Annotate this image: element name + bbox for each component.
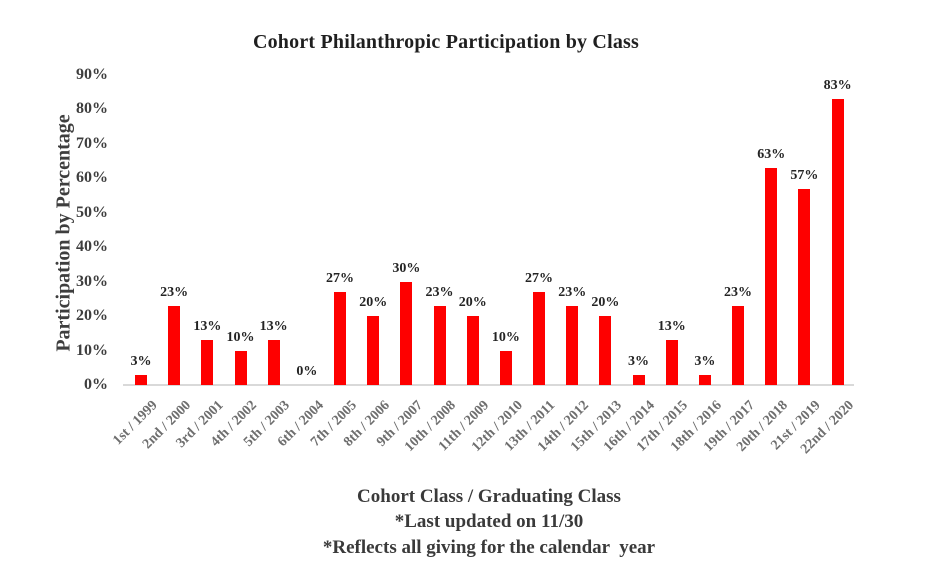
bar-value-label: 23% [425,284,454,300]
bar-value-label: 3% [130,353,152,369]
bar [599,316,612,385]
bar-value-label: 30% [392,260,421,276]
y-tick-label: 40% [76,238,108,256]
bar [499,350,512,385]
bar-value-label: 23% [724,284,753,300]
bar-value-label: 27% [326,271,355,286]
bar-value-label: 3% [628,353,650,369]
bar [466,316,479,385]
bar-value-label: 63% [757,147,786,163]
bar-value-label: 23% [558,284,587,300]
bar-value-label: 13% [259,319,288,335]
bar [798,188,811,385]
bar [334,292,347,385]
bar-value-label: 0% [296,364,318,379]
bar [367,316,380,385]
bar [698,374,711,385]
y-tick-label: 0% [84,376,108,393]
bar-value-label: 13% [193,319,222,335]
chart-title: Cohort Philanthropic Participation by Cl… [252,31,640,53]
bar-value-label: 20% [359,295,388,311]
y-tick-label: 80% [76,100,108,118]
y-tick-label: 70% [76,134,108,152]
bar-value-label: 27% [525,271,554,286]
y-tick-label: 50% [76,203,108,221]
bar-value-label: 23% [160,284,189,300]
bar [400,281,413,385]
footnote-reflects-giving: *Reflects all giving for the calendar ye… [322,537,656,558]
bar [433,305,446,385]
y-tick-label: 90% [76,66,108,84]
bar-value-label: 3% [694,353,716,369]
bar-value-label: 10% [226,329,255,345]
bar [201,340,214,385]
bar [732,305,745,385]
bar [234,350,247,385]
y-tick-label: 20% [76,307,108,325]
bar-value-label: 57% [790,167,819,183]
x-axis-title: Cohort Class / Graduating Class [357,486,621,507]
bar-value-label: 10% [491,329,520,345]
bar [765,168,778,385]
y-tick-label: 30% [76,272,108,290]
y-tick-label: 10% [76,341,108,359]
bar [632,374,645,385]
bar [533,292,546,385]
bar-value-label: 83% [823,78,852,94]
bar-value-label: 20% [591,295,620,311]
y-tick-label: 60% [76,169,108,187]
bar-value-label: 20% [458,295,487,311]
bar [665,340,678,385]
bar [566,305,579,385]
footnote-last-updated: *Last updated on 11/30 [394,511,584,532]
bar [831,99,844,385]
bar [135,374,147,385]
bar [168,305,181,385]
x-axis-baseline [123,384,854,386]
bar-value-label: 13% [657,319,686,335]
bar [267,340,280,385]
